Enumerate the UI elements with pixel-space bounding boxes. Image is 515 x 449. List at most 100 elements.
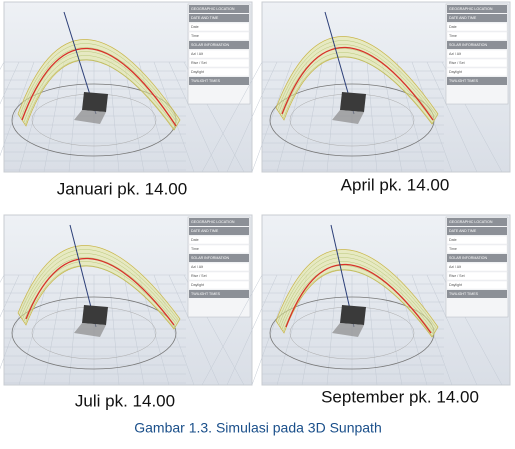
field-label: Rise / Set	[191, 274, 207, 278]
grid-line	[0, 274, 5, 283]
grid-line	[226, 274, 278, 386]
field-label: Time	[449, 34, 457, 38]
field-label: Rise / Set	[449, 274, 465, 278]
grid-line	[326, 61, 338, 173]
grid-line	[226, 61, 278, 173]
field-row	[446, 67, 508, 77]
section-header	[189, 254, 249, 262]
field-row	[446, 31, 508, 41]
field-row	[188, 58, 250, 68]
sun-path-arc	[23, 55, 177, 129]
field-row	[188, 235, 250, 245]
grid-line	[123, 274, 145, 386]
grid-line	[108, 61, 120, 173]
section-header	[189, 218, 249, 226]
field-row	[188, 280, 250, 290]
grid-line	[123, 61, 145, 173]
grid-line	[68, 61, 80, 173]
sun-path-arc	[22, 51, 178, 127]
section-header	[447, 218, 507, 226]
section-title: DATE AND TIME	[449, 229, 477, 233]
sun-path-arc	[25, 265, 176, 330]
panel-caption: September pk. 14.00	[321, 387, 479, 406]
grid-line	[366, 274, 378, 386]
sun-path-arc	[280, 261, 436, 334]
sidebar: GEOGRAPHIC LOCATION DATE AND TIME Date Time…	[445, 216, 509, 318]
field-label: Azi / Alt	[449, 265, 461, 269]
grid-line	[426, 274, 478, 386]
field-row	[446, 280, 508, 290]
sun-path-arc	[278, 44, 437, 119]
field-label: Date	[191, 25, 199, 29]
sun-path-band	[17, 39, 181, 131]
screenshot: GEOGRAPHIC LOCATION DATE AND TIME Date Time…	[201, 1, 511, 173]
field-row	[188, 49, 250, 59]
building	[82, 92, 108, 112]
grid-line	[426, 61, 478, 173]
grid-line	[108, 274, 120, 386]
screenshot: GEOGRAPHIC LOCATION DATE AND TIME Date Time…	[0, 1, 253, 173]
section-title: TWILIGHT TIMES	[191, 79, 221, 83]
field-label: Time	[191, 247, 199, 251]
grid-line	[0, 61, 5, 70]
sun-path-arc	[278, 257, 437, 332]
field-row	[446, 271, 508, 281]
section-title: SOLAR INFORMATION	[449, 256, 487, 260]
section-title: SOLAR INFORMATION	[449, 43, 487, 47]
sun-path-arc	[277, 40, 438, 117]
field-row	[188, 262, 250, 272]
section-header	[189, 41, 249, 49]
grid-line	[251, 61, 293, 173]
grid-line	[168, 274, 220, 386]
section-title: TWILIGHT TIMES	[449, 292, 479, 296]
section-header	[447, 41, 507, 49]
field-row	[446, 244, 508, 254]
field-label: Azi / Alt	[191, 265, 203, 269]
screenshot: GEOGRAPHIC LOCATION DATE AND TIME Date Time…	[201, 214, 511, 386]
section-header	[447, 254, 507, 262]
section-header	[189, 227, 249, 235]
field-label: Daylight	[191, 283, 204, 287]
grid-line	[0, 274, 20, 318]
section-header	[189, 5, 249, 13]
field-label: Time	[449, 247, 457, 251]
building	[340, 305, 366, 325]
figure-caption: Gambar 1.3. Simulasi pada 3D Sunpath	[134, 420, 381, 436]
field-row	[446, 49, 508, 59]
building	[340, 92, 366, 112]
field-label: Daylight	[449, 283, 462, 287]
sun-path-current	[281, 46, 434, 121]
grid-line	[18, 274, 50, 386]
sun-path-arc	[281, 52, 435, 123]
section-title: TWILIGHT TIMES	[449, 79, 479, 83]
building-shadow	[332, 110, 364, 124]
section-header	[447, 227, 507, 235]
building	[82, 305, 108, 325]
building-shadow	[332, 323, 364, 337]
grid-line	[201, 61, 263, 173]
grid-line	[43, 61, 65, 173]
field-row	[446, 262, 508, 272]
field-label: Date	[449, 238, 457, 242]
section-title: DATE AND TIME	[191, 16, 219, 20]
grid-line	[381, 61, 403, 173]
grid-line	[153, 274, 195, 386]
sun-path-arc	[25, 59, 176, 131]
section-title: DATE AND TIME	[449, 16, 477, 20]
field-row	[188, 31, 250, 41]
field-label: Azi / Alt	[449, 52, 461, 56]
grid-line	[301, 274, 323, 386]
grid-line	[68, 274, 80, 386]
section-title: SOLAR INFORMATION	[191, 43, 229, 47]
field-row	[446, 58, 508, 68]
sidebar: GEOGRAPHIC LOCATION DATE AND TIME Date Time…	[187, 3, 251, 105]
field-row	[188, 67, 250, 77]
grid-line	[251, 274, 293, 386]
field-row	[188, 244, 250, 254]
grid-line	[366, 61, 378, 173]
section-title: GEOGRAPHIC LOCATION	[449, 220, 493, 224]
field-row	[446, 22, 508, 32]
building-shadow	[74, 323, 106, 337]
grid-line	[168, 61, 220, 173]
